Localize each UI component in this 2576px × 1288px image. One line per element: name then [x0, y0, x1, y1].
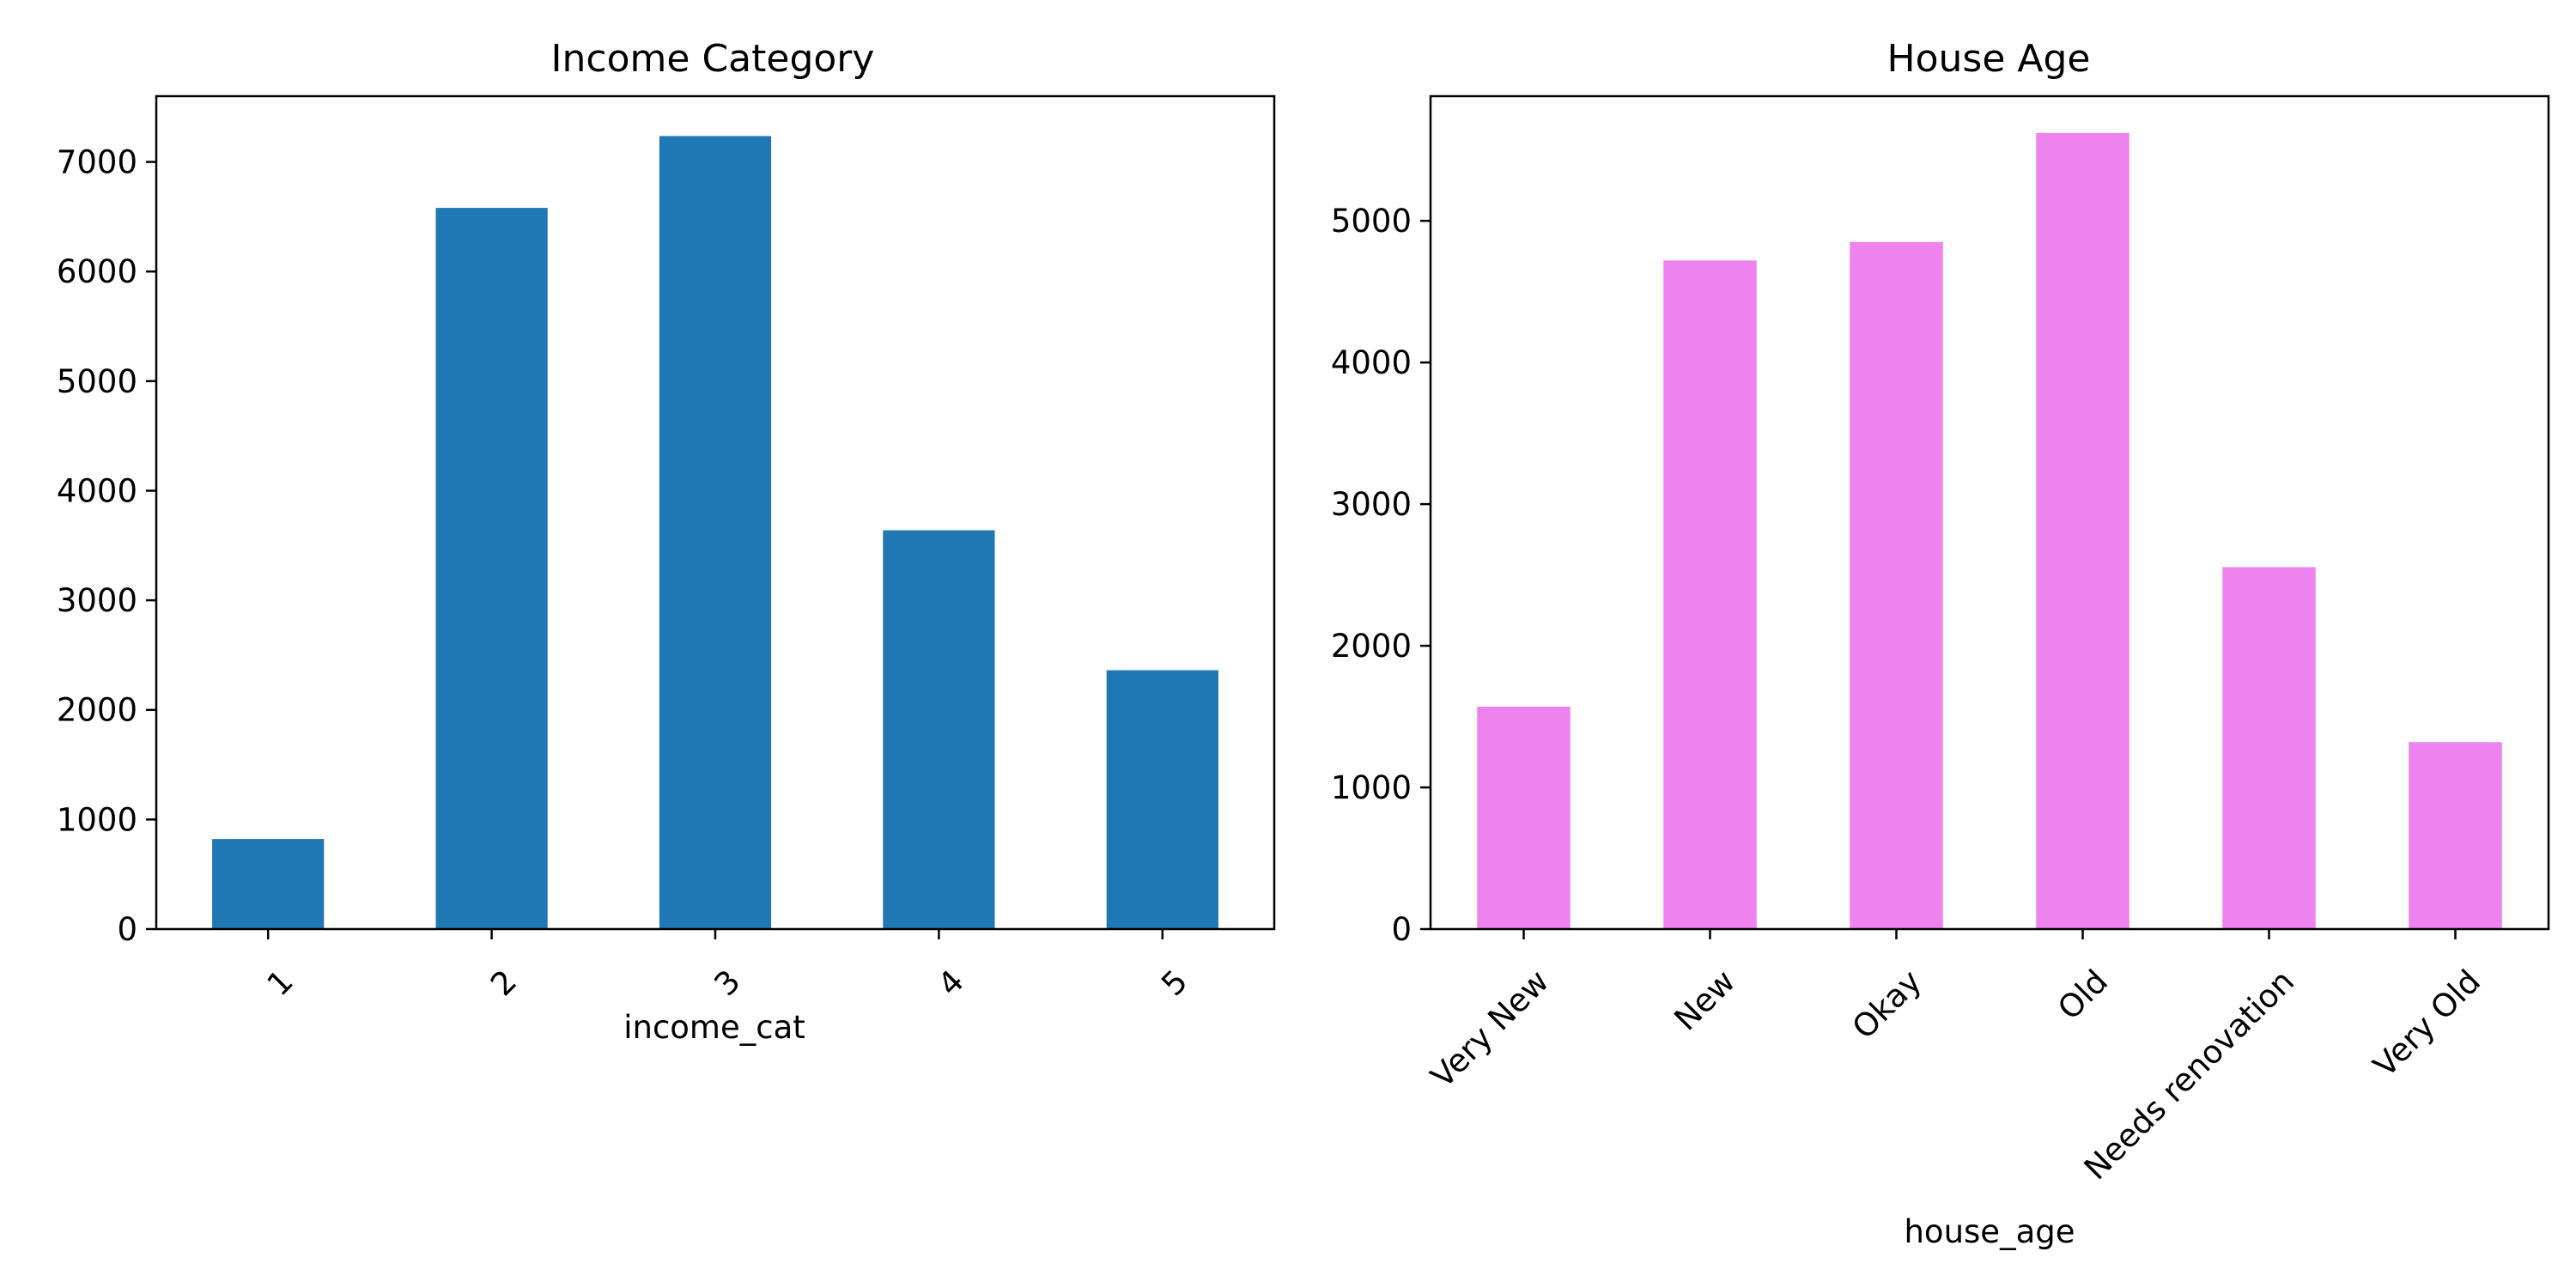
house-age-bars — [1477, 132, 2502, 929]
income-category-y-axis: 0 1000 2000 3000 4000 5000 6000 7000 — [57, 144, 156, 948]
income-category-bar-3 — [659, 136, 772, 929]
house-age-bar-very-new — [1477, 707, 1571, 929]
house-age-bar-very-old — [2409, 742, 2502, 929]
income-category-title: Income Category — [551, 37, 875, 81]
income-category-chart: Income Category 0 1000 2000 3000 4000 5000 600… — [57, 37, 1276, 1046]
income-category-x-tick-label-3: 3 — [708, 963, 748, 1003]
income-category-y-tick-label-7000: 7000 — [57, 144, 137, 181]
house-age-plot-frame — [1429, 94, 2550, 931]
house-age-bar-okay — [1850, 241, 1943, 929]
house-age-title: House Age — [1887, 37, 2091, 81]
house-age-y-tick-label-4000: 4000 — [1331, 344, 1412, 381]
income-category-x-tick-label-4: 4 — [931, 963, 971, 1003]
house-age-y-tick-label-1000: 1000 — [1331, 769, 1412, 806]
income-category-y-tick-label-4000: 4000 — [57, 472, 137, 509]
income-category-bar-1 — [212, 839, 325, 929]
income-category-y-tick-label-0: 0 — [117, 911, 137, 948]
income-category-x-tick-label-5: 5 — [1154, 963, 1194, 1003]
house-age-x-axis-label: house_age — [1904, 1213, 2075, 1250]
house-age-y-tick-label-2000: 2000 — [1331, 628, 1412, 665]
house-age-bar-old — [2036, 132, 2129, 929]
house-age-x-tick-label-needs-renovation: Needs renovation — [2077, 963, 2301, 1187]
income-category-x-tick-label-2: 2 — [483, 963, 524, 1003]
house-age-x-tick-label-okay: Okay — [1845, 963, 1929, 1046]
house-age-y-tick-label-5000: 5000 — [1331, 203, 1412, 240]
income-category-y-tick-label-1000: 1000 — [57, 801, 137, 838]
income-category-y-tick-label-5000: 5000 — [57, 363, 137, 400]
income-category-x-axis: 1 2 3 4 5 — [260, 929, 1194, 1003]
income-category-x-axis-label: income_cat — [623, 1009, 805, 1046]
income-category-y-tick-label-3000: 3000 — [57, 582, 137, 619]
income-category-y-tick-label-6000: 6000 — [57, 253, 137, 290]
house-age-y-axis: 0 1000 2000 3000 4000 5000 — [1331, 203, 1431, 948]
house-age-y-tick-label-0: 0 — [1391, 911, 1412, 948]
house-age-x-tick-label-old: Old — [2050, 963, 2115, 1027]
income-category-bar-2 — [435, 208, 548, 929]
house-age-x-tick-label-new: New — [1668, 963, 1742, 1037]
income-category-plot-frame — [155, 94, 1276, 931]
house-age-chart: House Age 0 1000 2000 3000 4000 5000 Very New… — [1331, 37, 2550, 1250]
income-category-bar-5 — [1106, 670, 1218, 929]
income-category-bars — [212, 136, 1218, 929]
house-age-x-tick-label-very-new: Very New — [1424, 963, 1556, 1095]
income-category-x-tick-label-1: 1 — [260, 963, 301, 1003]
house-age-y-tick-label-3000: 3000 — [1331, 486, 1412, 523]
income-category-bar-4 — [883, 530, 995, 929]
house-age-bar-needs-renovation — [2222, 567, 2316, 929]
house-age-bar-new — [1663, 260, 1757, 929]
income-category-y-tick-label-2000: 2000 — [57, 692, 137, 729]
house-age-x-tick-label-very-old: Very Old — [2366, 963, 2488, 1084]
